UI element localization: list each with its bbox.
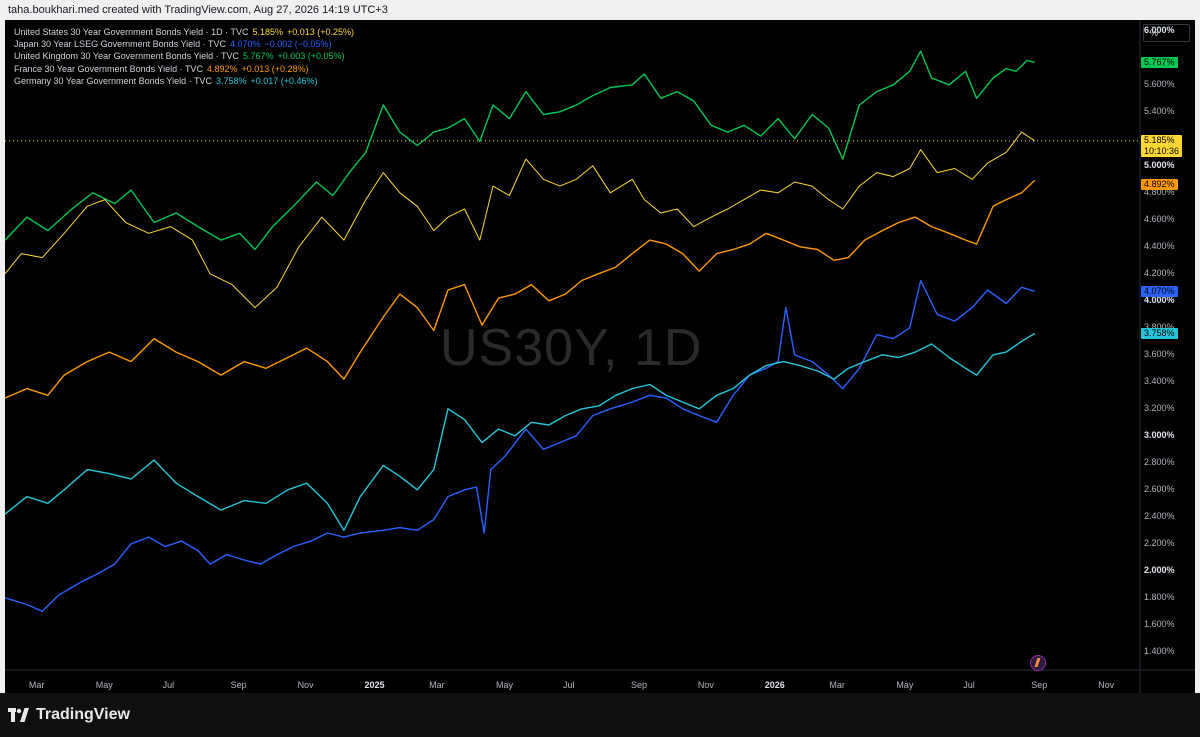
x-tick-label: Jul (963, 680, 975, 690)
series-legend: United States 30 Year Government Bonds Y… (14, 26, 354, 87)
tradingview-logo-icon (8, 708, 29, 722)
percent-scale-button[interactable]: % (1143, 24, 1190, 42)
y-tick-label: 3.200% (1144, 402, 1175, 413)
x-tick-label: Sep (630, 680, 647, 690)
percent-scale-label: % (1150, 28, 1159, 38)
x-tick-label: Nov (1098, 680, 1115, 690)
legend-title: Germany 30 Year Government Bonds Yield ·… (14, 75, 212, 86)
y-tick-label: 3.000% (1144, 429, 1175, 440)
last-value-label: 4.070% (1141, 285, 1178, 297)
y-tick-label: 5.000% (1144, 159, 1175, 170)
brand-name: TradingView (36, 706, 130, 723)
y-tick-label: 3.800% (1144, 321, 1175, 332)
legend-title: Japan 30 Year LSEG Government Bonds Yiel… (14, 39, 226, 50)
y-tick-label: 1.600% (1144, 618, 1175, 629)
x-tick-label: Mar (28, 680, 45, 690)
legend-value: 4.892% (206, 63, 238, 74)
last-value-text: 4.070% (1144, 285, 1175, 296)
y-tick-label: 5.600% (1144, 78, 1175, 89)
x-tick-label: 2025 (364, 680, 385, 690)
legend-change: −0.002 (−0.05%) (264, 39, 332, 50)
tradingview-brand[interactable]: TradingView (8, 706, 130, 724)
x-tick-label: Nov (297, 680, 314, 690)
symbol-watermark: US30Y, 1D (440, 319, 703, 377)
last-value-text: 4.892% (1144, 179, 1175, 190)
x-tick-label: May (896, 680, 914, 690)
y-tick-label: 2.600% (1144, 483, 1175, 494)
y-tick-label: 1.400% (1144, 645, 1175, 656)
x-tick-label: Nov (697, 680, 714, 690)
author-line: taha.boukhari.med created with TradingVi… (8, 4, 388, 16)
last-value-label: 5.185% 10:10:36 (1141, 135, 1183, 158)
x-tick-label: Sep (230, 680, 247, 690)
y-tick-label: 5.400% (1144, 105, 1175, 116)
legend-change: +0.013 (+0.25%) (287, 27, 355, 37)
legend-change: +0.003 (+0.05%) (277, 51, 345, 62)
legend-value: 5.767% (242, 51, 274, 62)
legend-row-france[interactable]: France 30 Year Government Bonds Yield · … (14, 63, 354, 75)
x-tick-label: Sep (1031, 680, 1048, 690)
bar-countdown-text: 10:10:36 (1144, 146, 1180, 157)
legend-change: +0.017 (+0.46%) (250, 75, 318, 86)
legend-value: 3.758% (215, 75, 247, 86)
legend-title: United States 30 Year Government Bonds Y… (14, 27, 249, 37)
series-line[interactable] (4, 50, 1035, 251)
last-value-text: 5.185% (1144, 135, 1175, 146)
y-tick-label: 4.000% (1144, 294, 1175, 305)
x-tick-label: 2026 (764, 680, 785, 690)
legend-title: France 30 Year Government Bonds Yield · … (14, 63, 203, 74)
last-value-text: 5.767% (1144, 56, 1175, 67)
y-tick-label: 2.200% (1144, 537, 1175, 548)
y-tick-label: 4.600% (1144, 213, 1175, 224)
series-line[interactable] (4, 131, 1035, 309)
y-tick-label: 4.200% (1144, 267, 1175, 278)
series-line[interactable] (4, 332, 1036, 531)
x-tick-label: Jul (562, 680, 575, 690)
legend-row-uk[interactable]: United Kingdom 30 Year Government Bonds … (14, 50, 354, 62)
legend-value: 4.070% (229, 39, 261, 50)
x-tick-label: Jul (162, 680, 175, 690)
footer-bar (0, 693, 1200, 737)
y-tick-label: 2.800% (1144, 456, 1175, 467)
x-tick-label: May (496, 680, 514, 690)
y-tick-label: 3.600% (1144, 348, 1175, 359)
legend-row-japan[interactable]: Japan 30 Year LSEG Government Bonds Yiel… (14, 38, 354, 50)
legend-row-germany[interactable]: Germany 30 Year Government Bonds Yield ·… (14, 75, 354, 87)
legend-change: +0.013 (+0.28%) (241, 63, 309, 74)
legend-row-us[interactable]: United States 30 Year Government Bonds Y… (14, 26, 354, 38)
chart-pane[interactable] (5, 20, 1195, 693)
x-tick-label: Mar (829, 680, 845, 690)
header-bar: taha.boukhari.med created with TradingVi… (0, 0, 1200, 20)
legend-value: 5.185% (252, 27, 283, 37)
last-value-text: 3.758% (1144, 327, 1175, 338)
y-tick-label: 2.400% (1144, 510, 1175, 521)
y-tick-label: 4.400% (1144, 240, 1175, 251)
last-value-label: 4.892% (1141, 179, 1178, 191)
x-tick-label: Mar (429, 680, 445, 690)
legend-title: United Kingdom 30 Year Government Bonds … (14, 51, 239, 62)
y-tick-label: 1.800% (1144, 591, 1175, 602)
series-line[interactable] (4, 279, 1035, 612)
y-tick-label: 6.000% (1144, 24, 1175, 35)
y-tick-label: 4.800% (1144, 186, 1175, 197)
y-tick-label: 3.400% (1144, 375, 1175, 386)
last-value-label: 5.767% (1141, 56, 1178, 68)
series-line[interactable] (4, 179, 1036, 399)
lightning-icon[interactable] (1030, 655, 1046, 671)
y-tick-label: 2.000% (1144, 564, 1175, 575)
x-tick-label: May (95, 680, 113, 690)
last-value-label: 3.758% (1141, 327, 1178, 339)
